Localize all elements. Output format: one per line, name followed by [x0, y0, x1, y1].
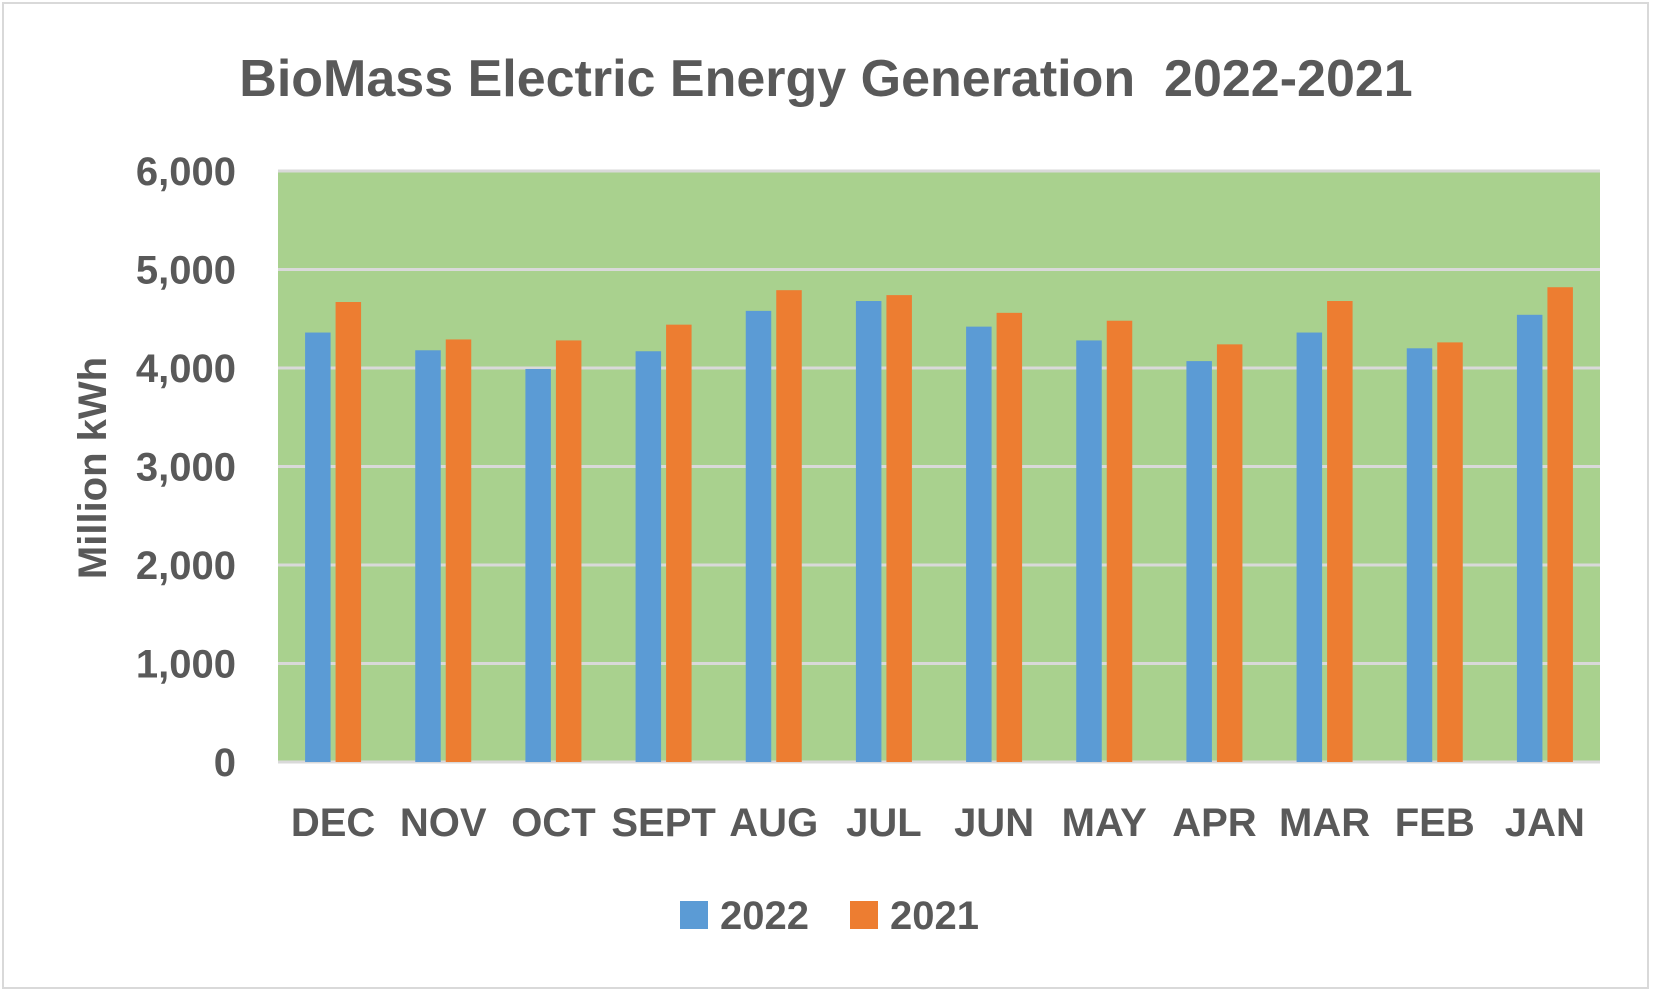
legend-swatch-2022 — [680, 901, 708, 929]
bar-2022-jan — [1516, 314, 1543, 762]
bar-2021-jun — [996, 312, 1023, 762]
y-tick-label: 4,000 — [136, 347, 236, 391]
bar-2022-jun — [966, 326, 992, 762]
plot-area: 0 1,000 2,000 3,000 4,000 5,000 6,000 DEC NOV OCT… — [136, 150, 1600, 845]
legend-label-2021: 2021 — [890, 894, 979, 938]
bar-2021-feb — [1437, 342, 1463, 762]
y-tick-label: 6,000 — [136, 150, 236, 194]
x-tick-label: AUG — [729, 801, 818, 845]
x-tick-label: OCT — [511, 801, 595, 845]
x-tick-label: JAN — [1505, 801, 1585, 845]
bar-2022-may — [1076, 340, 1102, 762]
x-tick-label: JUN — [954, 801, 1034, 845]
bar-2021-jul — [886, 295, 912, 762]
x-tick-label: MAR — [1279, 801, 1370, 845]
bar-2021-oct — [555, 340, 582, 762]
x-tick-label: MAY — [1062, 801, 1148, 845]
bar-2022-aug — [745, 310, 772, 762]
bar-2022-mar — [1296, 332, 1323, 762]
bar-2022-oct — [525, 368, 551, 762]
bar-2021-apr — [1216, 344, 1243, 762]
legend-label-2022: 2022 — [720, 894, 809, 938]
bar-2021-sept — [666, 324, 692, 762]
bar-2021-may — [1106, 320, 1133, 762]
bar-2022-sept — [635, 351, 662, 762]
bar-2021-dec — [335, 302, 362, 762]
y-tick-label: 0 — [214, 741, 236, 785]
bar-2021-aug — [776, 290, 802, 762]
bar-2021-jan — [1547, 287, 1573, 762]
y-tick-label: 1,000 — [136, 643, 236, 687]
y-tick-label: 2,000 — [136, 544, 236, 588]
y-tick-label: 5,000 — [136, 249, 236, 293]
legend-swatch-2021 — [850, 901, 878, 929]
y-axis-label: Million kWh — [71, 357, 115, 579]
x-tick-label: SEPT — [611, 801, 715, 845]
x-tick-label: APR — [1172, 801, 1257, 845]
bar-2021-nov — [445, 339, 472, 762]
bar-2022-jul — [855, 301, 882, 762]
x-tick-label: DEC — [291, 801, 375, 845]
bar-2022-dec — [305, 332, 331, 762]
y-tick-label: 3,000 — [136, 446, 236, 490]
x-tick-label: NOV — [400, 801, 487, 845]
x-tick-label: JUL — [846, 801, 922, 845]
chart-title: BioMass Electric Energy Generation 2022-… — [239, 50, 1412, 108]
bar-2022-feb — [1406, 348, 1433, 762]
x-tick-label: FEB — [1395, 801, 1475, 845]
legend: 2022 2021 — [680, 894, 979, 938]
bar-2021-mar — [1327, 301, 1353, 762]
bar-2022-nov — [415, 350, 441, 762]
bar-2022-apr — [1186, 361, 1212, 762]
